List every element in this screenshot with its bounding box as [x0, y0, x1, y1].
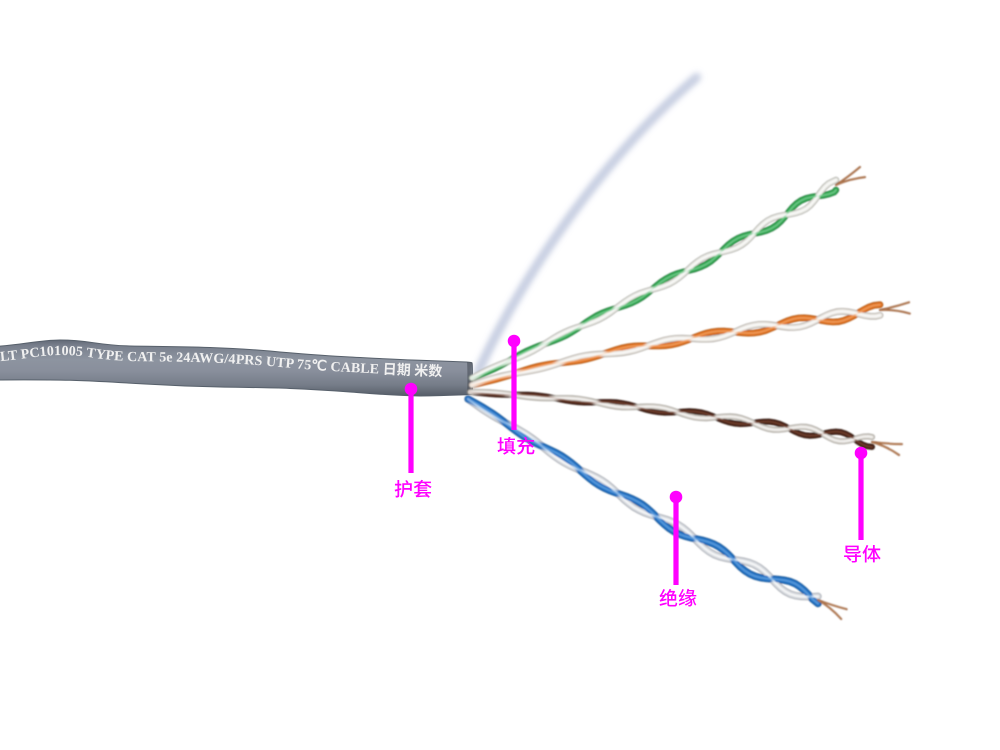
svg-text:导体: 导体 — [843, 540, 881, 567]
svg-text:护套: 护套 — [394, 475, 432, 502]
svg-text:绝缘: 绝缘 — [659, 584, 697, 611]
svg-text:填充: 填充 — [497, 432, 535, 459]
